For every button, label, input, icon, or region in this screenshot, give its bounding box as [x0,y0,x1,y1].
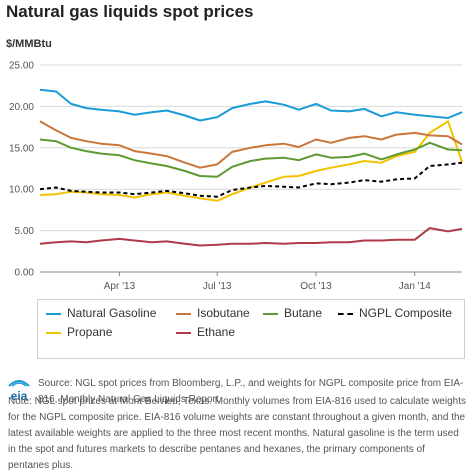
legend-item-ngpl-composite[interactable]: NGPL Composite [338,306,452,320]
x-tick-label: Jan '14 [399,281,431,292]
y-tick-label: 5.00 [15,226,35,237]
series-line-ngpl-composite [40,163,462,197]
x-axis-tick-labels: Apr '13 Jul '13 Oct '13 Jan '14 [104,272,431,292]
legend-swatch [46,313,61,315]
y-tick-label: 15.00 [9,143,34,154]
legend-label: Butane [284,306,322,320]
series-line-butane [40,140,462,177]
legend-swatch [176,313,191,315]
legend-item-isobutane[interactable]: Isobutane [176,306,250,320]
legend-item-ethane[interactable]: Ethane [176,325,235,339]
y-axis-tick-labels: 0.00 5.00 10.00 15.00 20.00 25.00 [9,61,34,279]
legend-item-natural-gasoline[interactable]: Natural Gasoline [46,306,156,320]
y-tick-label: 10.00 [9,185,34,196]
legend-swatch [176,332,191,334]
series-line-natural-gasoline [40,90,462,121]
x-tick-label: Apr '13 [104,281,136,292]
legend-swatch [338,313,353,315]
note-text: Note: NGL spot prices at Mont Belvieu, T… [8,394,468,474]
chart-legend: Natural Gasoline Isobutane Butane NGPL Comp… [37,299,465,359]
legend-label: Natural Gasoline [67,306,156,320]
x-tick-label: Jul '13 [203,281,232,292]
legend-item-propane[interactable]: Propane [46,325,112,339]
legend-label: NGPL Composite [359,306,452,320]
legend-swatch [263,313,278,315]
legend-item-butane[interactable]: Butane [263,306,322,320]
series-lines [40,90,462,246]
y-tick-label: 20.00 [9,102,34,113]
legend-label: Propane [67,325,112,339]
legend-swatch [46,332,61,334]
y-tick-label: 25.00 [9,61,34,72]
legend-label: Ethane [197,325,235,339]
legend-label: Isobutane [197,306,250,320]
x-tick-label: Oct '13 [300,281,332,292]
y-tick-label: 0.00 [15,268,35,279]
line-chart: 0.00 5.00 10.00 15.00 20.00 25.00 Apr '13 Jul … [0,0,472,300]
